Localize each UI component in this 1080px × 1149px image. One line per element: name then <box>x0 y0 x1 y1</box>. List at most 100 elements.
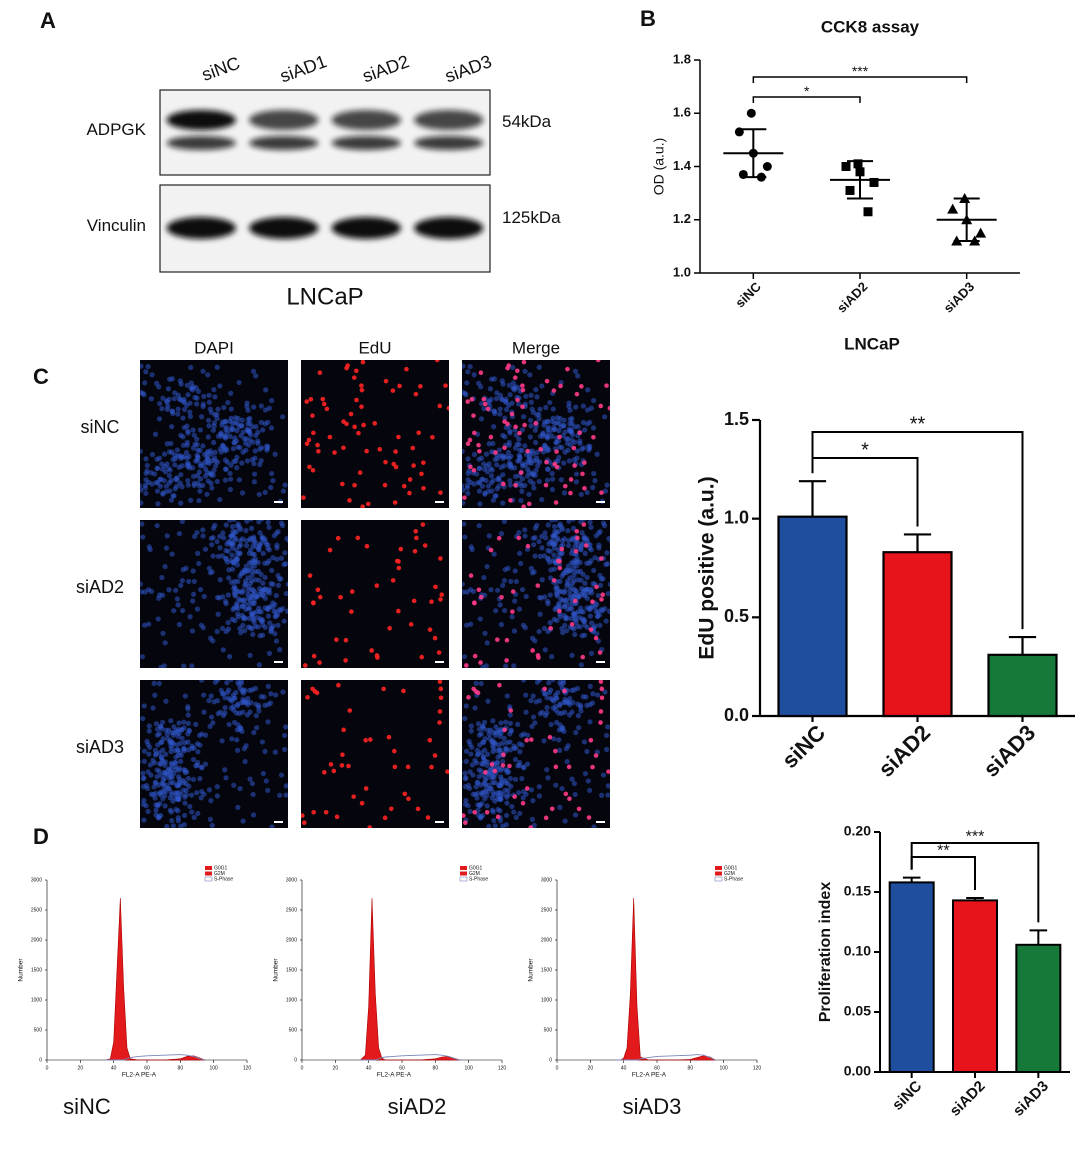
edu-cell <box>369 648 374 653</box>
significance-bracket <box>752 76 968 83</box>
dapi-cell <box>245 416 252 422</box>
dapi-cell <box>561 423 567 429</box>
dapi-cell <box>247 709 253 715</box>
edu-cell <box>598 403 604 409</box>
edu-cell <box>413 391 419 397</box>
dapi-cell <box>284 536 288 542</box>
dapi-cell <box>181 746 187 752</box>
edu-cell <box>311 600 316 605</box>
dapi-cell <box>174 782 180 788</box>
dapi-cell <box>162 563 168 570</box>
dapi-cell <box>512 473 519 480</box>
edu-cell <box>593 753 599 758</box>
edu-cell <box>528 825 534 828</box>
dapi-cell <box>565 563 571 569</box>
dapi-cell <box>584 748 590 755</box>
column-header: DAPI <box>194 338 234 357</box>
edu-cell <box>551 578 557 583</box>
dapi-cell <box>195 749 201 755</box>
dapi-cell <box>172 796 179 802</box>
edu-cell <box>472 430 477 436</box>
edu-cell <box>471 467 477 473</box>
edu-cell <box>551 388 557 393</box>
edu-cell <box>421 460 426 465</box>
edu-cell <box>478 594 484 600</box>
dapi-cell <box>598 576 605 582</box>
edu-cell <box>557 434 562 440</box>
dapi-cell <box>180 415 186 421</box>
dapi-cell <box>160 592 166 598</box>
dapi-cell <box>155 501 161 507</box>
panel-label: A <box>40 8 56 33</box>
dapi-cell <box>555 438 562 444</box>
dapi-cell <box>504 769 510 776</box>
dapi-cell <box>141 748 148 754</box>
dapi-cell <box>225 399 231 406</box>
dapi-cell <box>235 804 241 810</box>
dapi-cell <box>485 727 491 733</box>
dapi-cell <box>197 488 203 494</box>
edu-cell <box>553 748 558 754</box>
blot-band <box>414 110 484 130</box>
edu-cell <box>599 597 604 602</box>
dapi-cell <box>515 721 521 727</box>
dapi-cell <box>472 791 478 798</box>
dapi-cell <box>239 536 246 542</box>
dapi-cell <box>537 553 543 559</box>
dapi-cell <box>533 439 539 446</box>
edu-cell <box>543 482 549 488</box>
dapi-cell <box>172 462 178 468</box>
dapi-cell <box>595 592 601 599</box>
dapi-cell <box>181 822 187 828</box>
edu-cell <box>588 737 594 743</box>
legend-swatch <box>460 866 467 870</box>
dapi-cell <box>485 751 491 757</box>
dapi-cell <box>502 607 508 614</box>
edu-cell <box>311 809 316 815</box>
dapi-cell <box>150 705 156 711</box>
dapi-cell <box>569 776 575 782</box>
dapi-cell <box>550 476 556 482</box>
dapi-cell <box>572 617 578 623</box>
dapi-cell <box>473 760 480 766</box>
dapi-cell <box>190 598 196 604</box>
dapi-cell <box>169 729 175 736</box>
dapi-cell <box>478 680 484 687</box>
dapi-cell <box>591 470 597 477</box>
edu-cell <box>574 529 580 534</box>
edu-cell <box>538 446 544 452</box>
dapi-cell <box>266 650 273 656</box>
dapi-cell <box>140 801 147 807</box>
dapi-cell <box>527 372 533 378</box>
edu-cell <box>396 565 402 571</box>
dapi-cell <box>564 440 571 446</box>
row-label: siAD2 <box>76 577 124 597</box>
dapi-cell <box>553 589 560 595</box>
dapi-cell <box>553 520 559 523</box>
dapi-cell <box>185 720 191 726</box>
x-tick-label: siAD3 <box>1010 1078 1052 1120</box>
dapi-cell <box>140 483 143 489</box>
dapi-cell <box>593 608 599 615</box>
dapi-cell <box>569 432 576 438</box>
dapi-cell <box>179 735 185 741</box>
edu-cell <box>599 490 604 495</box>
edu-cell <box>360 360 366 365</box>
dapi-cell <box>220 691 226 697</box>
dapi-cell <box>153 721 160 727</box>
dapi-cell <box>510 364 516 371</box>
dapi-cell <box>516 529 522 536</box>
dapi-cell <box>462 776 469 782</box>
edu-cell <box>593 635 599 641</box>
dapi-cell <box>580 571 586 577</box>
dapi-cell <box>466 785 473 792</box>
dapi-cell <box>561 460 567 466</box>
edu-cell <box>586 815 592 820</box>
dapi-cell <box>608 539 610 544</box>
edu-cell <box>535 583 541 588</box>
edu-cell <box>341 445 346 451</box>
dapi-cell <box>194 457 200 463</box>
dapi-cell <box>253 569 259 575</box>
dapi-cell <box>144 785 151 792</box>
dapi-cell <box>487 386 493 392</box>
